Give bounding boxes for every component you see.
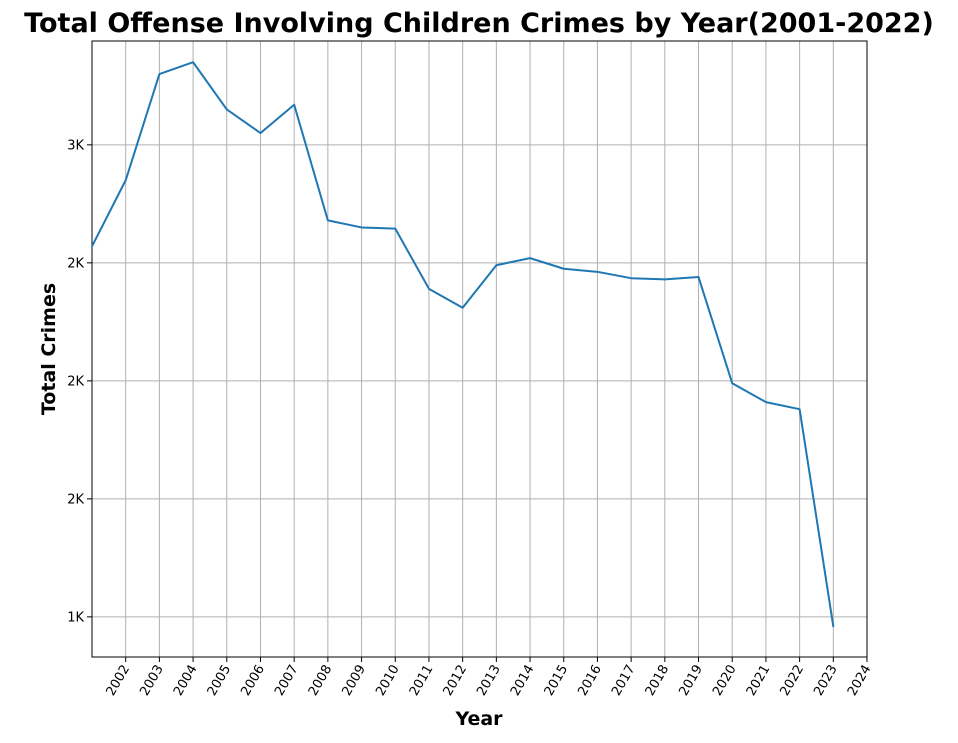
x-tick-label: 2005 [205, 663, 235, 699]
x-tick-label: 2021 [744, 663, 774, 699]
x-tick-label: 2002 [104, 663, 134, 699]
x-tick-label: 2013 [474, 663, 504, 699]
x-tick-label: 2015 [542, 663, 572, 699]
x-tick-label: 2003 [137, 663, 167, 699]
x-tick-label: 2024 [845, 663, 875, 699]
y-tick-label: 1K [67, 610, 84, 625]
series-layer [91, 61, 835, 628]
x-tick-label: 2019 [676, 663, 706, 699]
x-tick-label: 2012 [441, 663, 471, 699]
x-tick-label: 2020 [710, 663, 740, 699]
y-tick-label: 2K [67, 256, 84, 271]
x-tick-label: 2006 [238, 663, 268, 699]
chart-title: Total Offense Involving Children Crimes … [24, 8, 934, 39]
y-tick-label: 2K [67, 374, 84, 389]
x-axis-label: Year [454, 708, 503, 730]
x-tick-label: 2011 [407, 663, 437, 699]
x-tick-label: 2010 [373, 663, 403, 699]
x-tick-label: 2009 [339, 663, 369, 699]
plot-area-frame [91, 40, 868, 658]
y-tick-label: 2K [67, 492, 84, 507]
x-tick-label: 2007 [272, 663, 302, 699]
x-tick-label: 2023 [811, 663, 841, 699]
y-axis-label: Total Crimes [38, 283, 60, 415]
x-tick-label: 2017 [609, 663, 639, 699]
axis-ticks: 2002 2003 2004 2005 2006 2007 2008 2009 2010 2011… [67, 138, 874, 698]
x-tick-label: 2004 [171, 663, 201, 699]
series-line [91, 61, 835, 628]
x-tick-label: 2008 [306, 663, 336, 699]
x-tick-label: 2016 [575, 663, 605, 699]
x-tick-label: 2018 [643, 663, 673, 699]
x-tick-label: 2022 [778, 663, 808, 699]
x-tick-label: 2014 [508, 663, 538, 699]
grid-lines [92, 41, 868, 657]
y-tick-label: 3K [67, 138, 84, 153]
